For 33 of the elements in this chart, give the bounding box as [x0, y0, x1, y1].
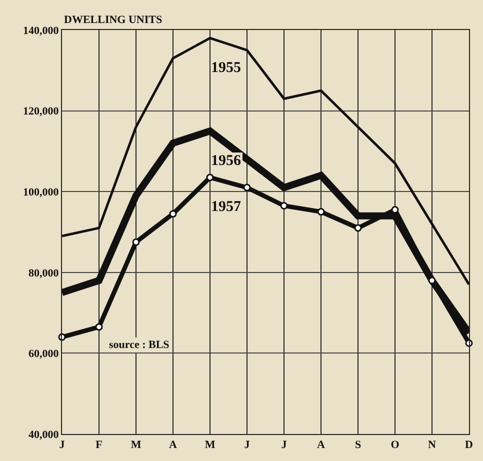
- x-tick-label: F: [96, 439, 103, 452]
- point: [317, 208, 325, 216]
- annotation: source : BLS: [109, 339, 170, 351]
- point: [428, 276, 436, 284]
- y-tick-label: 120,000: [23, 106, 60, 118]
- point: [206, 174, 214, 182]
- x-tick-label: D: [465, 439, 474, 452]
- point: [243, 184, 251, 192]
- y-tick-label: 60,000: [28, 348, 60, 360]
- x-tick-label: A: [317, 439, 326, 452]
- x-tick-label: J: [281, 439, 288, 452]
- point: [95, 323, 103, 331]
- series-label: 1955: [211, 60, 241, 76]
- point: [169, 210, 177, 218]
- series-label: 1957: [211, 199, 242, 215]
- y-tick-label: 140,000: [23, 24, 60, 37]
- x-tick-label: M: [204, 439, 216, 452]
- point: [132, 238, 140, 246]
- x-tick-label: M: [130, 439, 142, 452]
- line-series: [62, 36, 469, 286]
- x-tick-label: N: [428, 439, 436, 452]
- x-tick-label: J: [59, 439, 66, 452]
- y-tick-label: 80,000: [28, 267, 60, 280]
- x-tick-label: J: [244, 439, 250, 452]
- x-tick-label: A: [169, 439, 178, 452]
- y-tick-label: 40,000: [28, 428, 60, 441]
- x-tick-label: O: [390, 439, 400, 452]
- point: [354, 224, 362, 232]
- y-axis-title: DWELLING UNITS: [64, 14, 162, 26]
- series-label: 1956: [211, 153, 242, 169]
- point: [280, 202, 288, 210]
- y-tick-label: 100,000: [23, 186, 60, 198]
- x-tick-label: S: [354, 439, 362, 452]
